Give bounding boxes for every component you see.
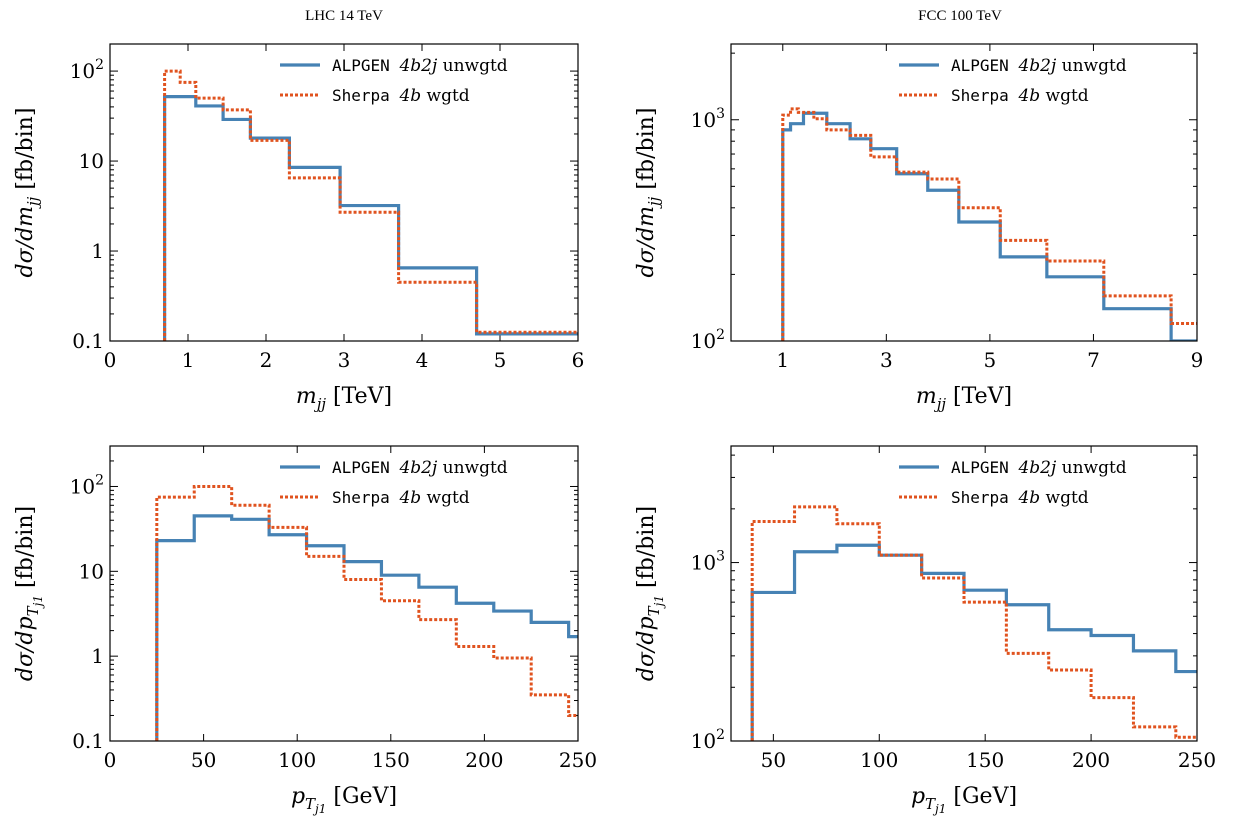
x-tick-label: 5 [984, 348, 997, 372]
axes-frame [730, 445, 1198, 742]
x-axis-label: pTj1 [GeV] [291, 784, 397, 816]
series-line-sherpa [750, 505, 1197, 741]
y-tick-label: 102 [70, 472, 104, 498]
x-tick-label: 0 [104, 348, 117, 372]
x-tick-label: 4 [416, 348, 429, 372]
y-tick-label: 1 [91, 644, 104, 668]
x-tick-label: 150 [372, 748, 410, 772]
x-tick-label: 3 [880, 348, 893, 372]
series-line-sherpa [155, 484, 578, 741]
chart-panel-1: 0 1 2 3 4 5 6 0.1 1 10 102 ALPGEN 4b2j unwgtd Sherpa… [13, 43, 585, 413]
legend-label: Sherpa 4b wgtd [951, 488, 1089, 508]
chart-panel-2: 1 3 5 7 9 102 103 ALPGEN 4b2j unwgtd Sherpa 4b w… [634, 43, 1204, 413]
x-tick-label: 3 [338, 348, 351, 372]
y-axis-label: dσ/dmjj [fb/bin] [634, 108, 663, 278]
series-line-alpgen [155, 514, 578, 741]
x-tick-label: 250 [559, 748, 597, 772]
legend-label: Sherpa 4b wgtd [332, 86, 470, 106]
y-tick-label: 0.1 [72, 329, 104, 353]
series-line-alpgen [781, 111, 1197, 341]
x-tick-label: 2 [260, 348, 273, 372]
legend-label: ALPGEN 4b2j unwgtd [951, 458, 1127, 478]
left-column-title: LHC 14 TeV [305, 8, 383, 24]
x-tick-label: 50 [191, 748, 216, 772]
x-axis-label: pTj1 [GeV] [911, 784, 1017, 816]
series-line-alpgen [163, 95, 578, 341]
legend-label: ALPGEN 4b2j unwgtd [332, 56, 508, 76]
y-tick-label: 103 [691, 549, 725, 575]
y-tick-label: 10 [79, 149, 104, 173]
y-tick-label: 1 [91, 239, 104, 263]
legend-label: ALPGEN 4b2j unwgtd [951, 56, 1127, 76]
y-tick-label: 10 [79, 559, 104, 583]
x-tick-label: 0 [104, 748, 117, 772]
legend-label: Sherpa 4b wgtd [951, 86, 1089, 106]
series-line-alpgen [750, 543, 1197, 741]
x-tick-label: 5 [494, 348, 507, 372]
x-tick-label: 9 [1191, 348, 1204, 372]
x-tick-label: 6 [572, 348, 585, 372]
chart-panel-4: 50 100 150 200 250 102 103 ALPGEN 4b2j unwgtd Sh… [634, 445, 1216, 816]
y-tick-label: 102 [691, 727, 725, 753]
series-line-sherpa [781, 107, 1197, 341]
x-tick-label: 1 [776, 348, 789, 372]
x-tick-label: 250 [1178, 748, 1216, 772]
legend-label: Sherpa 4b wgtd [332, 488, 470, 508]
x-tick-label: 200 [465, 748, 503, 772]
legend-label: ALPGEN 4b2j unwgtd [332, 458, 508, 478]
y-axis-label: dσ/dpTj1 [fb/bin] [13, 506, 45, 681]
x-tick-label: 50 [761, 748, 786, 772]
y-axis-label: dσ/dpTj1 [fb/bin] [634, 506, 666, 681]
x-axis-label: mjj [TeV] [916, 384, 1012, 413]
right-column-title: FCC 100 TeV [918, 8, 1002, 24]
x-tick-label: 200 [1072, 748, 1110, 772]
x-axis-label: mjj [TeV] [296, 384, 392, 413]
axes-frame [730, 43, 1198, 342]
x-tick-label: 100 [860, 748, 898, 772]
y-tick-label: 102 [691, 327, 725, 353]
chart-panel-3: 0 50 100 150 200 250 0.1 1 10 102 ALPGEN 4b2j unwg… [13, 445, 597, 816]
axes-frame [109, 43, 579, 342]
y-tick-label: 103 [691, 106, 725, 132]
x-tick-label: 100 [278, 748, 316, 772]
y-tick-label: 0.1 [72, 729, 104, 753]
x-tick-label: 150 [966, 748, 1004, 772]
series-line-sherpa [163, 69, 578, 341]
y-tick-label: 102 [70, 57, 104, 83]
x-tick-label: 7 [1087, 348, 1100, 372]
x-tick-label: 1 [182, 348, 195, 372]
y-axis-label: dσ/dmjj [fb/bin] [13, 108, 42, 278]
axes-frame [109, 445, 579, 742]
